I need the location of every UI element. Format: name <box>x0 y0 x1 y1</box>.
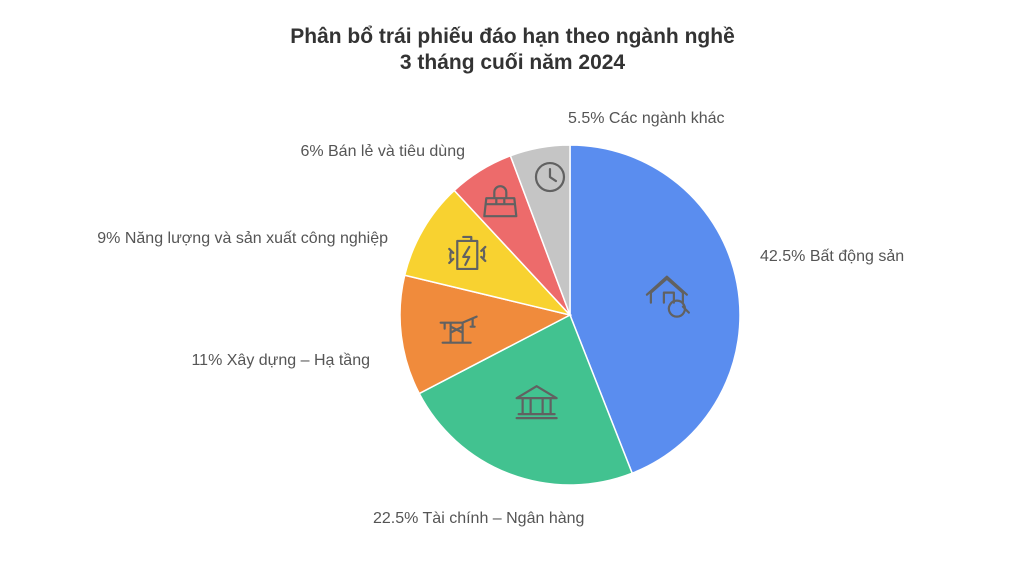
chart-title-line1: Phân bổ trái phiếu đáo hạn theo ngành ng… <box>290 25 735 48</box>
slice-label: 6% Bán lẻ và tiêu dùng <box>300 143 465 161</box>
slice-label: 22.5% Tài chính – Ngân hàng <box>373 510 584 528</box>
slice-label: 5.5% Các ngành khác <box>568 110 725 128</box>
pie-chart-container: Phân bổ trái phiếu đáo hạn theo ngành ng… <box>0 0 1025 569</box>
slice-label: 42.5% Bất động sản <box>760 248 904 266</box>
slice-label: 9% Năng lượng và sản xuất công nghiệp <box>97 230 388 248</box>
chart-title: Phân bổ trái phiếu đáo hạn theo ngành ng… <box>0 24 1025 77</box>
slice-label: 11% Xây dựng – Hạ tầng <box>191 352 370 370</box>
pie-chart-svg <box>0 0 1025 569</box>
chart-title-line2: 3 tháng cuối năm 2024 <box>400 51 625 74</box>
